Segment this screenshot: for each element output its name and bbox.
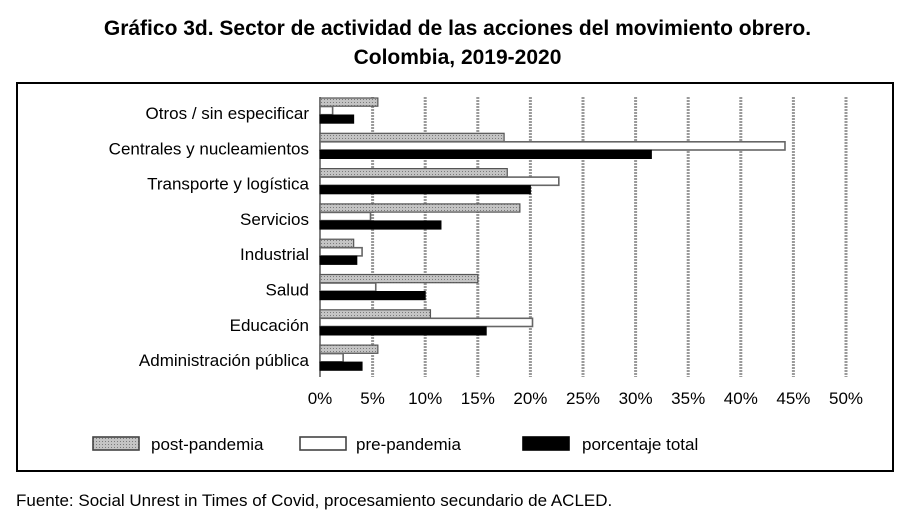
total-bar [319,326,487,336]
x-tick-label: 45% [776,389,810,408]
pre-pandemia-bar [319,211,372,222]
post-pandemia-bar [319,168,508,178]
category-label: Educación [230,316,309,335]
x-tick-label: 30% [619,389,653,408]
x-tick-label: 40% [724,389,758,408]
chart-title-line1: Gráfico 3d. Sector de actividad de las a… [103,17,812,40]
total-bar [319,114,355,124]
category-labels: Otros / sin especificar Centrales y nucle… [109,104,310,370]
pre-pandemia-bar [319,317,534,328]
category-label: Salud [266,281,309,300]
post-pandemia-bar [319,97,379,107]
legend-label: porcentaje total [582,435,698,454]
chart-title-line2: Colombia, 2019-2020 [353,46,562,69]
category-label: Administración pública [139,351,310,370]
pre-pandemia-bar [319,176,560,187]
pre-pandemia-bar [319,105,334,116]
x-tick-label: 0% [308,389,333,408]
total-bar [319,361,363,371]
post-pandemia-bar [319,273,479,284]
total-bar [319,291,426,301]
post-pandemia-bar [319,238,355,248]
pre-pandemia-bar [319,352,344,363]
bars [319,97,786,371]
legend-label: pre-pandemia [356,435,461,454]
total-bar [319,185,531,195]
legend: post-pandemia pre-pandemia porcentaje tota… [92,435,698,454]
legend-swatch [522,436,570,451]
pre-pandemia-bar [319,246,363,257]
x-tick-label: 50% [829,389,863,408]
x-tick-label: 25% [566,389,600,408]
legend-swatch [92,436,140,451]
x-tick-label: 35% [671,389,705,408]
source-note: Fuente: Social Unrest in Times of Covid,… [16,491,613,510]
chart-frame [16,82,894,472]
category-label: Centrales y nucleamientos [109,139,309,158]
x-tick-label: 15% [461,389,495,408]
post-pandemia-bar [319,344,379,354]
category-label: Industrial [240,245,309,264]
post-pandemia-bar [319,203,521,213]
pre-pandemia-bar [319,141,786,151]
post-pandemia-bar [319,132,505,143]
x-tick-label: 10% [408,389,442,408]
post-pandemia-bar [319,309,432,319]
total-bar [319,149,652,160]
pre-pandemia-bar [319,282,377,292]
category-label: Otros / sin especificar [146,104,310,123]
x-tick-labels: 0% 5% 10% 15% 20% 25% 30% 35% 40% 45% 50% [308,389,863,408]
legend-label: post-pandemia [151,435,264,454]
x-tick-label: 20% [513,389,547,408]
x-tick-label: 5% [360,389,385,408]
total-bar [319,255,358,265]
category-label: Transporte y logística [147,175,309,194]
legend-swatch [299,436,347,451]
total-bar [319,220,442,230]
category-label: Servicios [240,210,309,229]
